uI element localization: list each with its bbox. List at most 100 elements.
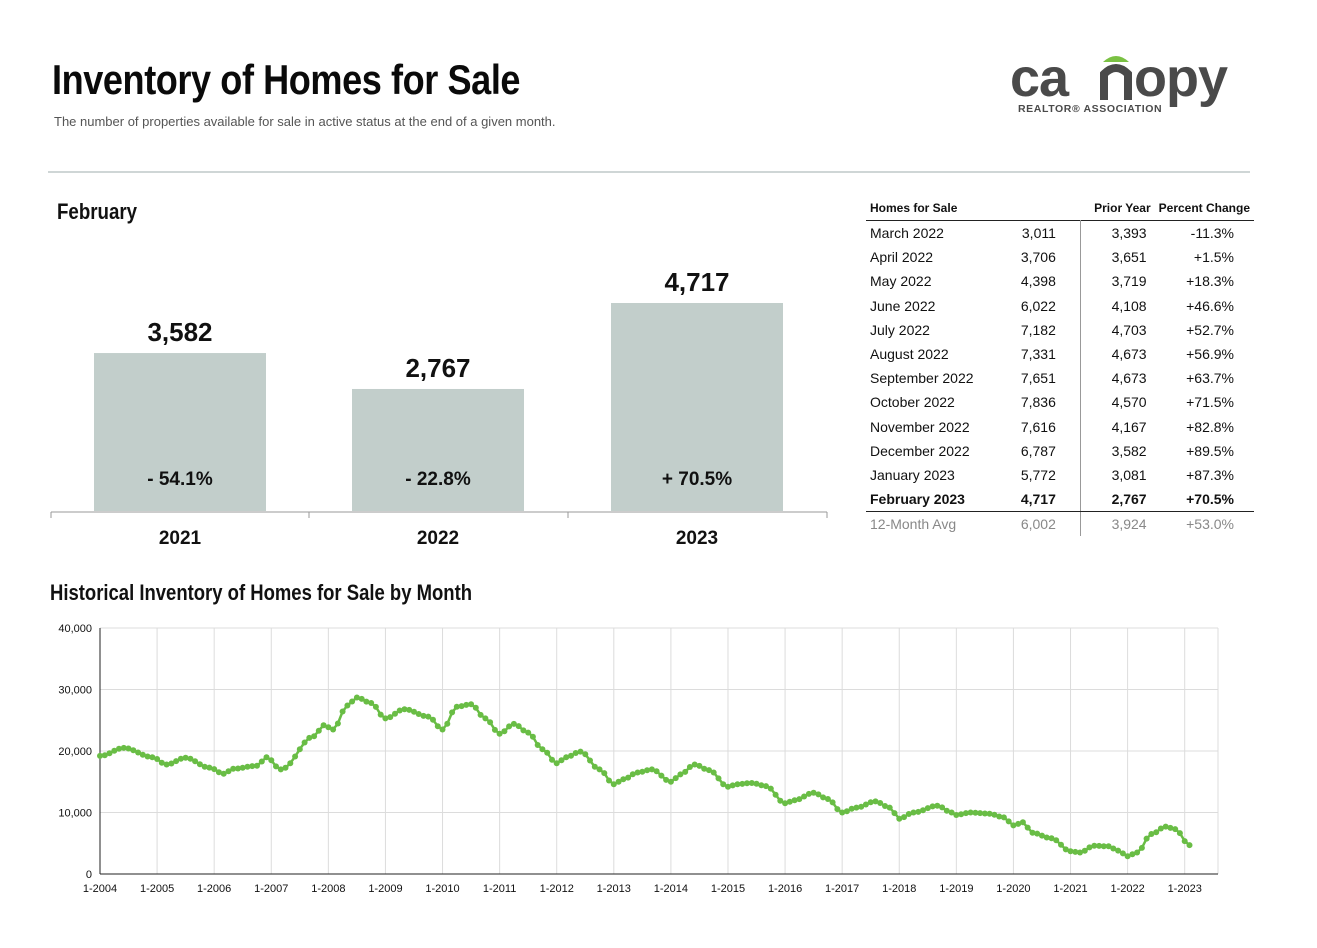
data-point [449, 709, 456, 716]
data-point [1043, 834, 1050, 841]
table-cell-current: 3,011 [1007, 220, 1081, 246]
data-point [858, 803, 865, 810]
data-point [1053, 837, 1060, 844]
table-row: December 2022 6,787 3,582 +89.5% [866, 438, 1254, 463]
table-cell-change: +89.5% [1186, 442, 1234, 459]
table-row: January 2023 5,772 3,081 +87.3% [866, 462, 1254, 488]
data-point [796, 796, 803, 803]
table-cell-prior: 3,582 [1111, 442, 1147, 459]
data-point [805, 790, 812, 797]
data-point [144, 753, 151, 760]
table-row: February 2023 4,717 2,767 +70.5% [866, 487, 1254, 513]
bar-2022 [352, 388, 524, 511]
data-point [477, 711, 484, 718]
data-point [263, 754, 270, 761]
data-point [953, 812, 960, 818]
bar-value-label: 3,582 [147, 317, 212, 347]
data-point [1138, 844, 1145, 851]
data-point [139, 751, 146, 758]
data-point [1015, 820, 1022, 827]
data-point [862, 801, 869, 808]
data-point [401, 706, 408, 713]
x-tick-label: 1-2022 [1110, 883, 1144, 895]
bar-category-label: 2021 [159, 528, 202, 549]
data-point [1019, 819, 1026, 826]
table-header-percent-change: Percent Change [1158, 201, 1250, 215]
data-point [558, 757, 565, 764]
x-tick-label: 1-2007 [254, 883, 288, 895]
data-point [572, 750, 579, 756]
x-tick-label: 1-2008 [311, 883, 345, 895]
table-cell-current: 3,706 [1007, 245, 1081, 270]
data-point [929, 803, 936, 810]
table-cell-month: November 2022 [870, 418, 970, 435]
data-point [701, 765, 708, 772]
data-point [415, 711, 422, 717]
table-row: June 2022 6,022 4,108 +46.6% [866, 293, 1254, 318]
data-point [634, 769, 641, 776]
data-point [748, 780, 755, 786]
bar-change-label: - 54.1% [147, 469, 213, 490]
data-point [444, 720, 451, 727]
data-point [1029, 829, 1036, 836]
data-point [582, 751, 589, 758]
data-point [1105, 843, 1112, 850]
data-point [111, 747, 118, 754]
homes-for-sale-table: Homes for Sale Prior Year Percent Change… [866, 200, 1254, 537]
data-point [510, 720, 517, 727]
x-tick-label: 1-2018 [882, 883, 916, 895]
data-point [882, 803, 888, 809]
table-row: July 2022 7,182 4,703 +52.7% [866, 317, 1254, 342]
data-point [1096, 842, 1103, 849]
data-point [377, 711, 384, 718]
page-subtitle: The number of properties available for s… [54, 114, 556, 129]
table-row: August 2022 7,331 4,673 +56.9% [866, 341, 1254, 367]
data-point [325, 724, 332, 731]
data-point [425, 713, 432, 720]
data-point [1024, 824, 1031, 831]
data-point [158, 759, 165, 766]
data-point [1110, 845, 1117, 852]
table-cell-current: 6,022 [1007, 293, 1081, 318]
y-tick-label: 20,000 [58, 746, 92, 758]
table-header-prior-year: Prior Year [1094, 201, 1151, 215]
table-cell-prior: 3,651 [1111, 249, 1147, 266]
data-point [691, 761, 698, 768]
y-tick-label: 40,000 [58, 623, 92, 635]
table-cell-change: +63.7% [1186, 370, 1234, 387]
table-cell-change: +82.8% [1186, 418, 1234, 435]
data-point [163, 761, 170, 768]
table-cell-month: August 2022 [870, 346, 949, 363]
table-cell-prior: 4,703 [1111, 321, 1147, 338]
data-point [534, 742, 541, 748]
data-point [1086, 844, 1093, 851]
data-point [182, 754, 189, 761]
data-point [1062, 846, 1069, 853]
data-point [853, 804, 860, 811]
data-point [1081, 847, 1088, 854]
data-point [553, 760, 560, 767]
data-point [744, 780, 750, 787]
data-point [824, 796, 831, 802]
logo-wordmark: ca opy [1010, 48, 1228, 108]
data-point [729, 782, 736, 789]
data-point [891, 810, 898, 817]
header-divider [48, 171, 1250, 173]
data-point [258, 758, 265, 765]
bar-2021 [94, 353, 266, 511]
data-point [710, 769, 717, 776]
data-point [1181, 838, 1188, 845]
data-point [187, 755, 194, 762]
data-point [106, 750, 113, 757]
table-cell-change: +53.0% [1186, 516, 1234, 533]
logo-tagline: REALTOR® ASSOCIATION [1018, 103, 1162, 115]
data-point [116, 745, 122, 752]
data-point [406, 706, 413, 713]
data-point [820, 794, 827, 801]
table-cell-change: +1.5% [1193, 249, 1234, 266]
data-point [506, 723, 513, 730]
data-point [667, 778, 674, 785]
month-label: February [57, 199, 138, 224]
data-point [525, 729, 532, 736]
y-tick-label: 30,000 [58, 685, 92, 697]
